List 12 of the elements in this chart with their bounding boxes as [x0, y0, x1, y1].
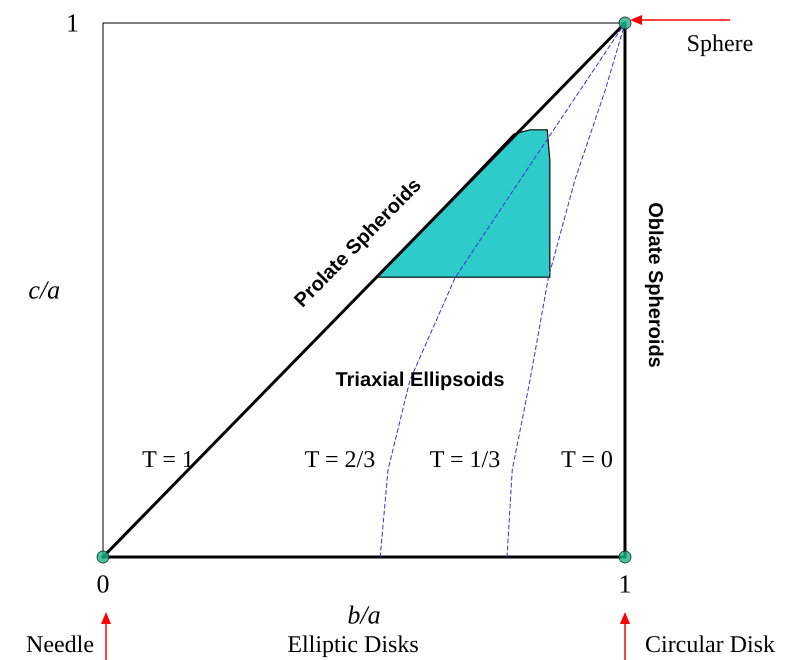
- x-tick-label: 0: [96, 570, 110, 598]
- text: Sphere: [686, 31, 754, 57]
- y-axis-title: c/a: [28, 276, 60, 304]
- text: Elliptic Disks: [287, 632, 419, 658]
- annotation: T = 2/3: [304, 447, 376, 473]
- annotation: T = 1/3: [430, 447, 500, 473]
- text: Needle: [26, 632, 94, 658]
- text: Oblate Spheroids: [644, 202, 666, 368]
- x-axis-title: b/a: [347, 600, 381, 630]
- text: Circular Disk: [645, 632, 775, 658]
- annotation: T = 0: [561, 447, 613, 473]
- annotation: Triaxial Ellipsoids: [336, 369, 504, 391]
